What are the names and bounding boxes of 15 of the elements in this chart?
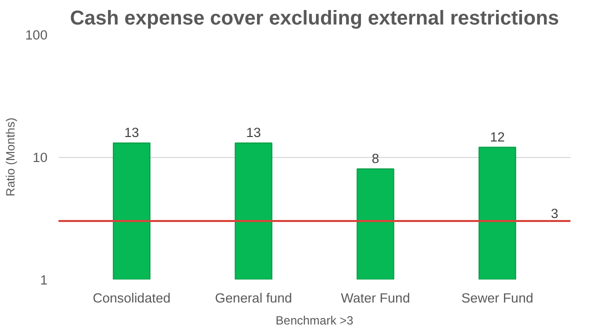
data-label: 8 xyxy=(372,150,380,166)
y-axis-title: Ratio (Months) xyxy=(3,118,18,196)
x-tick-label: Sewer Fund xyxy=(461,290,534,306)
x-tick-label: General fund xyxy=(215,290,292,306)
y-tick-label: 100 xyxy=(25,28,48,42)
x-tick-label: Consolidated xyxy=(92,290,171,306)
data-label: 13 xyxy=(246,125,261,140)
y-tick-label: 1 xyxy=(40,272,48,288)
x-tick-label: Water Fund xyxy=(340,290,410,306)
x-axis-title: Benchmark >3 xyxy=(276,314,354,328)
ref-line-label: 3 xyxy=(550,206,558,222)
data-label: 13 xyxy=(124,125,140,140)
chart-title: Cash expense cover excluding external restrictions xyxy=(70,8,560,30)
data-label: 12 xyxy=(490,129,505,144)
y-tick-label: 10 xyxy=(32,150,48,165)
